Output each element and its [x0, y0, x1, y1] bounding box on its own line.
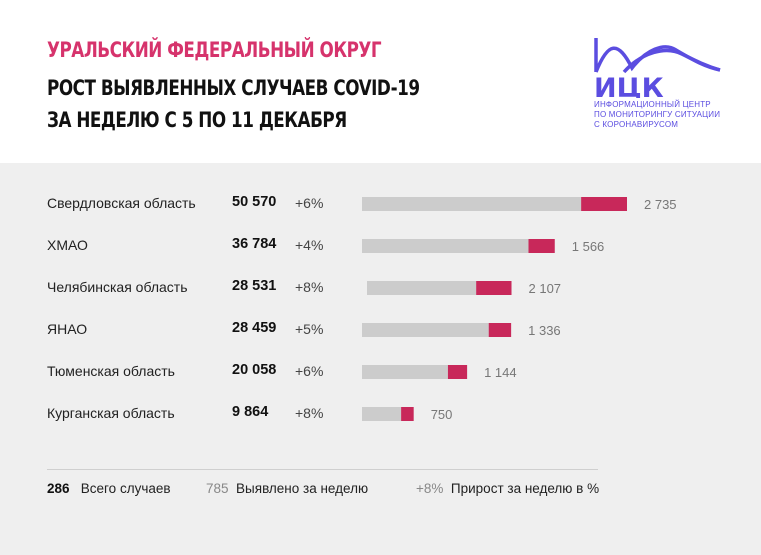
title-region: УРАЛЬСКИЙ ФЕДЕРАЛЬНЫЙ ОКРУГ — [47, 38, 382, 62]
region-label: Тюменская область — [47, 363, 175, 379]
logo-line3: С КОРОНАВИРУСОМ — [594, 120, 679, 129]
new-cases-bar — [488, 323, 512, 337]
logo-line2: ПО МОНИТОРИНГУ СИТУАЦИИ — [594, 110, 721, 119]
total-bar — [362, 365, 448, 379]
ick-logo: ИЦК ИНФОРМАЦИОННЫЙ ЦЕНТР ПО МОНИТОРИНГУ … — [594, 36, 724, 146]
new-cases-label: 750 — [431, 407, 453, 422]
legend-growth-label: Прирост за неделю в % — [450, 481, 600, 496]
new-cases-label: 2 107 — [529, 281, 562, 296]
total-bar — [362, 197, 582, 211]
chart-row: Курганская область 9 864 +8% 750 — [0, 401, 761, 427]
bar-group: 2 735 — [362, 197, 677, 212]
chart-row: ХМАО 36 784 +4% 1 566 — [0, 233, 761, 259]
legend-growth-number: +8% — [416, 481, 444, 496]
chart-row: Челябинская область 28 531 +8% 2 107 — [0, 275, 761, 301]
new-cases-label: 1 144 — [484, 365, 517, 380]
header: УРАЛЬСКИЙ ФЕДЕРАЛЬНЫЙ ОКРУГ РОСТ ВЫЯВЛЕН… — [0, 0, 761, 163]
legend-new: 785 Выявлено за неделю — [206, 481, 368, 496]
total-cases-label: 9 864 — [232, 404, 269, 420]
growth-label: +8% — [295, 405, 324, 421]
new-cases-label: 1 566 — [572, 239, 605, 254]
new-cases-bar — [528, 239, 555, 253]
total-bar — [362, 407, 402, 421]
new-cases-bar — [581, 197, 627, 211]
growth-label: +6% — [295, 363, 324, 379]
region-label: Курганская область — [47, 405, 175, 421]
new-cases-bar — [401, 407, 414, 421]
legend-total-number: 286 — [47, 481, 70, 496]
logo-wave-icon: ИЦК — [594, 38, 721, 104]
bar-group: 1 144 — [362, 365, 517, 380]
chart-row: Тюменская область 20 058 +6% 1 144 — [0, 359, 761, 385]
region-label: ХМАО — [47, 237, 88, 253]
total-cases-label: 28 459 — [232, 320, 277, 336]
legend-total: 286 Всего случаев — [47, 481, 171, 496]
growth-label: +8% — [295, 279, 324, 295]
bar-group: 1 336 — [362, 323, 561, 338]
legend-total-label: Всего случаев — [80, 481, 171, 496]
total-bar — [362, 239, 529, 253]
region-label: Челябинская область — [47, 279, 188, 295]
growth-label: +5% — [295, 321, 324, 337]
chart-row: Свердловская область 50 570 +6% 2 735 — [0, 191, 761, 217]
legend-new-label: Выявлено за неделю — [236, 481, 369, 496]
legend-divider — [47, 469, 598, 470]
legend-new-number: 785 — [206, 481, 229, 496]
logo-abbr: ИЦК — [594, 73, 664, 98]
chart-row: ЯНАО 28 459 +5% 1 336 — [0, 317, 761, 343]
growth-label: +6% — [295, 195, 324, 211]
total-bar — [367, 281, 477, 295]
bar-group: 2 107 — [367, 281, 562, 296]
new-cases-label: 2 735 — [644, 197, 677, 212]
title-period: ЗА НЕДЕЛЮ С 5 ПО 11 ДЕКАБРЯ — [47, 108, 347, 132]
bar-group: 750 — [362, 407, 453, 422]
total-cases-label: 28 531 — [232, 278, 277, 294]
new-cases-bar — [447, 365, 468, 379]
total-bar — [362, 323, 489, 337]
logo-line1: ИНФОРМАЦИОННЫЙ ЦЕНТР — [594, 100, 711, 109]
region-label: ЯНАО — [47, 321, 88, 337]
total-cases-label: 20 058 — [232, 362, 277, 378]
title-main: РОСТ ВЫЯВЛЕННЫХ СЛУЧАЕВ COVID-19 — [47, 76, 420, 100]
total-cases-label: 36 784 — [232, 236, 277, 252]
new-cases-bar — [476, 281, 512, 295]
bar-group: 1 566 — [362, 239, 605, 254]
legend-growth: +8% Прирост за неделю в % — [416, 481, 599, 496]
growth-label: +4% — [295, 237, 324, 253]
total-cases-label: 50 570 — [232, 194, 277, 210]
new-cases-label: 1 336 — [528, 323, 561, 338]
region-label: Свердловская область — [47, 195, 196, 211]
